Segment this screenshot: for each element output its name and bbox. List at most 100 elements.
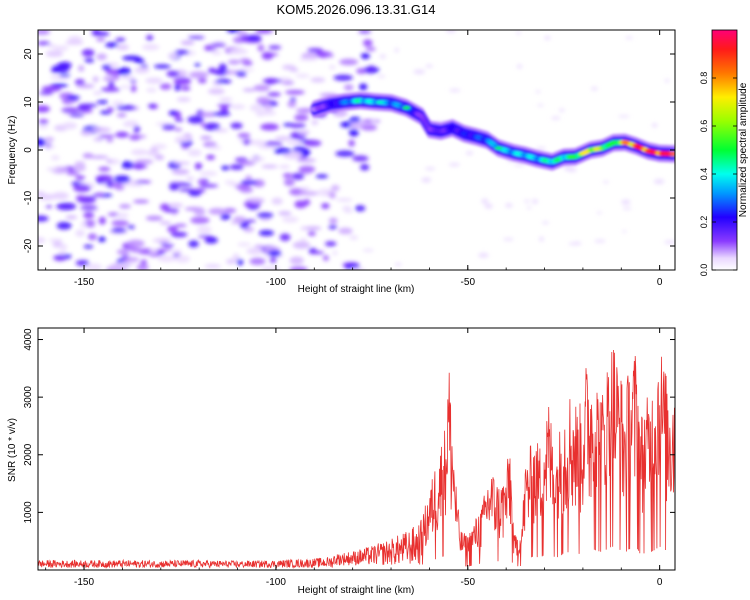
ridge-highlight <box>494 146 503 150</box>
noise-blob <box>262 78 282 84</box>
noise-blob <box>187 149 202 157</box>
noise-blob <box>208 207 227 215</box>
noise-blob <box>83 244 94 249</box>
noise-blob <box>294 200 307 209</box>
colorbar-ticks: 0.0 0.2 0.4 0.6 0.8 <box>699 72 737 277</box>
colorbar-tick-label: 0.0 <box>699 264 709 277</box>
noise-blob <box>260 123 279 131</box>
noise-blob <box>321 203 330 209</box>
spectrogram-y-tick-label: 10 <box>23 96 34 108</box>
noise-blob <box>180 86 191 91</box>
noise-blob <box>75 195 86 200</box>
noise-blob <box>221 165 230 171</box>
noise-blob <box>157 255 177 263</box>
spectrogram-x-tick-label: -100 <box>266 277 286 288</box>
noise-blob <box>149 248 158 255</box>
noise-blob <box>210 42 227 47</box>
noise-blob <box>335 150 355 157</box>
noise-blob <box>156 248 173 252</box>
noise-blob <box>354 267 366 270</box>
noise-blob <box>239 221 250 229</box>
noise-blob <box>248 156 266 162</box>
noise-blob <box>185 176 195 181</box>
noise-blob <box>135 159 154 165</box>
noise-blob <box>326 54 335 58</box>
noise-blob <box>215 79 232 84</box>
noise-blob <box>289 256 304 265</box>
ridge-highlight <box>375 100 384 104</box>
snr-x-tick-label: -50 <box>461 577 476 588</box>
noise-blob <box>367 65 376 74</box>
noise-blob <box>257 212 274 219</box>
noise-blob <box>339 58 359 66</box>
noise-blob <box>263 103 273 112</box>
noise-blob <box>235 70 247 77</box>
noise-blob <box>282 172 293 179</box>
snr-series-line <box>38 349 675 569</box>
noise-blob <box>505 203 513 208</box>
noise-blob <box>478 252 489 258</box>
noise-blob <box>84 58 95 63</box>
noise-blob <box>134 247 142 252</box>
noise-blob <box>448 162 461 167</box>
noise-blob <box>214 128 229 133</box>
ridge-highlight <box>659 151 668 156</box>
noise-blob <box>336 198 353 202</box>
noise-blob <box>523 199 530 203</box>
noise-blob <box>651 123 658 128</box>
noise-blob <box>281 80 295 85</box>
noise-blob <box>159 83 172 90</box>
noise-blob <box>568 242 577 246</box>
noise-blob <box>289 97 297 102</box>
noise-blob <box>161 124 176 131</box>
noise-blob <box>133 199 150 204</box>
noise-blobs <box>38 30 675 270</box>
noise-blob <box>360 52 370 60</box>
noise-blob <box>255 30 273 34</box>
noise-blob <box>617 115 630 118</box>
noise-blob <box>176 97 191 103</box>
noise-blob <box>44 137 55 142</box>
noise-blob <box>57 61 72 69</box>
noise-blob <box>212 112 231 116</box>
noise-blob <box>285 89 305 95</box>
noise-blob <box>329 192 336 199</box>
noise-blob <box>174 127 183 132</box>
noise-blob <box>377 74 386 78</box>
noise-blob <box>269 256 277 264</box>
noise-blob <box>362 39 373 47</box>
noise-blob <box>74 79 85 86</box>
noise-blob <box>379 54 386 59</box>
noise-blob <box>39 91 54 95</box>
noise-blob <box>38 41 51 46</box>
noise-blob <box>122 257 140 262</box>
noise-blob <box>117 67 132 76</box>
noise-blob <box>116 44 129 51</box>
noise-blob <box>354 205 366 212</box>
noise-blob <box>558 108 565 112</box>
noise-blob <box>124 120 139 126</box>
noise-blob <box>535 146 547 150</box>
snr-axes: -150 -100 -50 0 1000 2000 3000 4000 <box>23 328 675 588</box>
noise-blob <box>121 75 136 80</box>
noise-blob <box>134 180 152 184</box>
colorbar: 0.0 0.2 0.4 0.6 0.8 Normalized spectral ampl… <box>699 29 749 277</box>
noise-blob <box>199 170 218 177</box>
noise-blob <box>197 178 208 185</box>
noise-blob <box>140 259 148 265</box>
noise-blob <box>539 236 544 242</box>
noise-blob <box>235 184 251 190</box>
noise-blob <box>77 65 85 72</box>
noise-blob <box>168 110 178 116</box>
noise-blob <box>41 85 62 92</box>
noise-blob <box>116 112 127 118</box>
noise-blob <box>87 233 98 241</box>
noise-blob <box>174 83 181 91</box>
noise-blob <box>295 73 310 79</box>
noise-blob <box>74 161 86 167</box>
noise-blob <box>149 253 162 257</box>
noise-blob <box>153 64 171 69</box>
noise-blob <box>413 69 426 75</box>
noise-blob <box>81 49 95 57</box>
noise-blob <box>621 199 631 205</box>
